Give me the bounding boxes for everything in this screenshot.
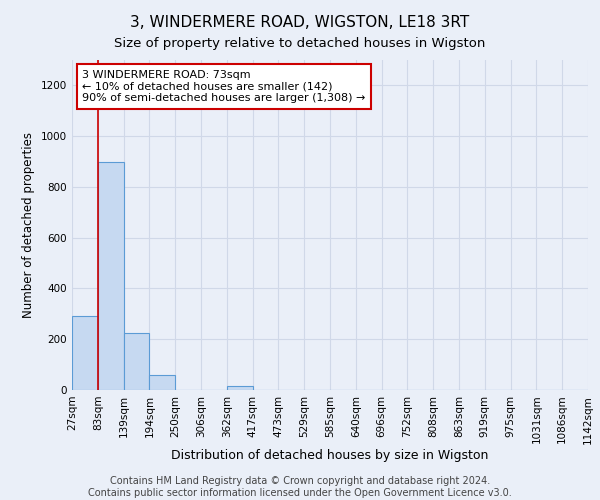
Bar (149, 375, 175, 390)
Bar (124, 333, 149, 390)
Bar (98, 162, 124, 390)
Y-axis label: Number of detached properties: Number of detached properties (22, 132, 35, 318)
Text: Contains HM Land Registry data © Crown copyright and database right 2024.
Contai: Contains HM Land Registry data © Crown c… (88, 476, 512, 498)
Text: 3, WINDERMERE ROAD, WIGSTON, LE18 3RT: 3, WINDERMERE ROAD, WIGSTON, LE18 3RT (130, 15, 470, 30)
Bar (72, 316, 98, 390)
Bar (227, 386, 253, 390)
X-axis label: Distribution of detached houses by size in Wigston: Distribution of detached houses by size … (172, 449, 488, 462)
Text: 3 WINDERMERE ROAD: 73sqm
← 10% of detached houses are smaller (142)
90% of semi-: 3 WINDERMERE ROAD: 73sqm ← 10% of detach… (82, 70, 365, 103)
Text: Size of property relative to detached houses in Wigston: Size of property relative to detached ho… (115, 38, 485, 51)
